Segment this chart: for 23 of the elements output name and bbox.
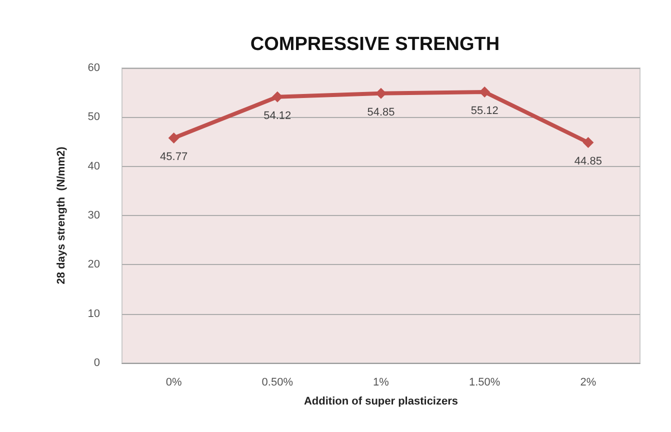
data-label: 44.85 — [574, 155, 602, 168]
chart-title: COMPRESSIVE STRENGTH — [250, 34, 500, 55]
x-tick-label: 1% — [373, 376, 390, 388]
x-tick-label: 0.50% — [262, 376, 294, 388]
y-tick-label: 40 — [88, 160, 100, 172]
y-tick-label: 0 — [94, 357, 100, 369]
data-label: 54.12 — [264, 110, 292, 122]
y-tick-label: 20 — [88, 258, 100, 271]
x-tick-label: 1.50% — [469, 376, 500, 388]
y-axis-title: 28 days strength (N/mm2) — [56, 146, 68, 284]
x-tick-label: 2% — [580, 376, 596, 388]
point — [582, 136, 594, 148]
y-tick-label: 30 — [88, 210, 100, 222]
data-label: 45.77 — [160, 150, 188, 163]
y-tick-label: 50 — [88, 111, 100, 124]
point — [272, 91, 283, 102]
y-tick-label: 60 — [88, 62, 100, 74]
x-tick-label: 0% — [166, 376, 182, 388]
data-label: 55.12 — [470, 104, 498, 117]
point — [168, 132, 180, 144]
y-tick-label: 10 — [88, 308, 100, 320]
data-label: 54.85 — [367, 106, 395, 118]
x-axis-title: Addition of super plasticizers — [304, 396, 458, 408]
